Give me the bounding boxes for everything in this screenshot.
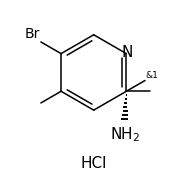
Text: Br: Br	[25, 26, 40, 40]
Text: NH$_2$: NH$_2$	[110, 125, 140, 144]
Text: HCl: HCl	[81, 156, 107, 171]
Text: &1: &1	[145, 71, 158, 80]
Text: N: N	[121, 45, 133, 60]
